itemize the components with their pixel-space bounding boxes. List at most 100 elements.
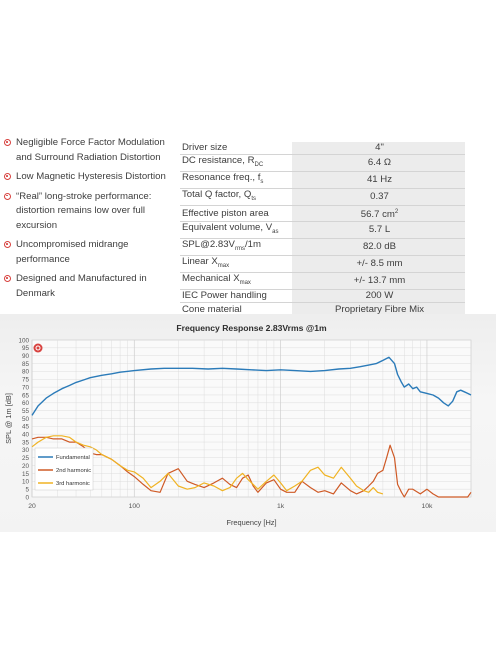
spec-row: Driver size 4"	[180, 142, 465, 156]
legend-label: 2nd harmonic	[56, 468, 91, 474]
spec-value: 5.7 L	[291, 221, 465, 240]
spec-label: Mechanical Xmax	[180, 272, 292, 290]
y-tick-label: 20	[22, 463, 30, 470]
spec-row: Effective piston area 56.7 cm2	[180, 205, 465, 223]
spec-value: 0.37	[291, 188, 465, 207]
y-tick-label: 85	[22, 361, 30, 368]
spec-row: SPL@2.83Vrms/1m 82.0 dB	[180, 238, 465, 257]
spec-label: Effective piston area	[180, 205, 292, 223]
y-tick-label: 10	[22, 479, 30, 486]
feature-list: Negligible Force Factor Modulation and S…	[4, 136, 178, 306]
spec-row: Cone material Proprietary Fibre Mix	[180, 302, 465, 317]
chart-svg: 0510152025303540455055606570758085909510…	[4, 323, 472, 527]
brand-logo-icon	[33, 343, 43, 353]
brand-logo-ring	[35, 345, 41, 351]
frequency-response-chart: 0 5 10 15 20 25 30 35 40 45 50 55 60 65 70 75 80 85 90 95 10…	[0, 314, 496, 532]
spec-label-text: Resonance freq., f	[182, 172, 261, 184]
y-tick-label: 50	[22, 416, 30, 423]
spec-row: Total Q factor, Qts 0.37	[180, 188, 465, 207]
feature-text: Uncompromised midrange performance	[16, 239, 129, 265]
feature-text: Designed and Manufactured in Denmark	[16, 273, 147, 299]
spec-label: Driver size	[180, 142, 292, 156]
y-tick-label: 95	[22, 345, 30, 352]
spec-label-subscript: max	[217, 263, 230, 270]
spec-label: IEC Power handling	[180, 289, 292, 304]
spec-row: Linear Xmax +/- 8.5 mm	[180, 255, 465, 274]
spec-value-text: Proprietary Fibre Mix	[334, 303, 425, 315]
spec-label-subscript: ts	[251, 196, 256, 203]
target-bullet-icon	[4, 241, 11, 248]
spec-row: Equivalent volume, Vas 5.7 L	[180, 221, 465, 240]
spec-label: Resonance freq., fs	[180, 171, 292, 190]
target-bullet-icon	[4, 139, 11, 146]
spec-label: Total Q factor, Qts	[180, 188, 292, 207]
spec-label-suffix: /1m	[244, 239, 261, 251]
x-tick-label: 1k	[277, 503, 285, 510]
spec-label-text: SPL@2.83V	[182, 239, 235, 251]
spec-value: 56.7 cm2	[291, 205, 465, 223]
y-tick-label: 35	[22, 439, 30, 446]
spec-value-text: +/- 8.5 mm	[356, 258, 403, 270]
spec-value-text: 41 Hz	[366, 174, 393, 186]
spec-value-text: +/- 13.7 mm	[353, 274, 406, 286]
spec-value-text: 82.0 dB	[362, 241, 397, 253]
feature-text: “Real” long-stroke performance: distorti…	[16, 190, 152, 231]
y-tick-label: 75	[22, 377, 30, 384]
spec-label: Linear Xmax	[180, 255, 292, 274]
y-tick-label: 40	[22, 432, 30, 439]
spec-label-text: Driver size	[182, 142, 228, 154]
spec-label-text: Mechanical X	[182, 273, 240, 285]
feature-item: Negligible Force Factor Modulation and S…	[4, 136, 178, 165]
spec-value-text: 56.7 cm	[360, 209, 395, 221]
feature-text: Negligible Force Factor Modulation and S…	[16, 137, 165, 163]
x-tick-label: 20	[28, 503, 36, 510]
x-axis-label: Frequency [Hz]	[226, 518, 276, 527]
feature-item: Designed and Manufactured in Denmark	[4, 272, 178, 301]
spec-row: Resonance freq., fs 41 Hz	[180, 171, 465, 190]
spec-label-subscript: max	[239, 279, 251, 286]
spec-row: DC resistance, RDC 6.4 Ω	[180, 154, 465, 173]
y-tick-label: 15	[22, 471, 30, 478]
spec-label-subscript: DC	[254, 162, 264, 169]
y-tick-label: 0	[25, 494, 29, 501]
spec-value-text: 4"	[375, 142, 384, 154]
spec-label: Equivalent volume, Vas	[180, 221, 292, 240]
y-tick-label: 65	[22, 392, 30, 399]
y-tick-label: 100	[18, 337, 29, 344]
feature-item: Uncompromised midrange performance	[4, 238, 178, 267]
target-bullet-icon	[4, 173, 11, 180]
legend-label: 3rd harmonic	[56, 481, 90, 487]
spec-row: Mechanical Xmax +/- 13.7 mm	[180, 272, 465, 290]
spec-row: IEC Power handling 200 W	[180, 289, 465, 304]
spec-value: +/- 13.7 mm	[291, 272, 465, 290]
chart-title: Frequency Response 2.83Vrms @1m	[176, 323, 327, 333]
legend-label: Fundamental	[56, 455, 90, 461]
y-tick-label: 90	[22, 353, 30, 360]
y-tick-label: 80	[22, 369, 30, 376]
spec-value-text: 0.37	[370, 191, 389, 203]
y-tick-label: 5	[25, 486, 29, 493]
spec-label-text: DC resistance, R	[182, 155, 255, 167]
spec-value: 41 Hz	[291, 171, 465, 190]
target-bullet-icon	[4, 275, 11, 282]
spec-label-text: Effective piston area	[182, 207, 269, 219]
spec-label-subscript: rms	[234, 246, 245, 253]
spec-label-subscript: as	[272, 229, 279, 236]
feature-item: “Real” long-stroke performance: distorti…	[4, 190, 178, 234]
spec-value: 4"	[291, 142, 465, 156]
spec-label-text: Equivalent volume, V	[182, 222, 273, 234]
spec-value-text: 5.7 L	[368, 224, 391, 236]
spec-label: SPL@2.83Vrms/1m	[180, 238, 292, 257]
y-tick-label: 55	[22, 408, 30, 415]
spec-value: 200 W	[291, 289, 465, 304]
series-line-fundamental	[31, 356, 472, 416]
feature-text: Low Magnetic Hysteresis Distortion	[16, 171, 166, 182]
spec-value-superscript: 2	[394, 209, 399, 216]
spec-value: 82.0 dB	[291, 238, 465, 257]
spec-table: Driver size 4" DC resistance, RDC 6.4 Ω Reso…	[180, 142, 465, 317]
y-tick-label: 45	[22, 424, 30, 431]
y-tick-label: 60	[22, 400, 30, 407]
spec-label-text: Cone material	[182, 303, 242, 315]
y-axis-label: SPL @ 1m [dB]	[4, 393, 13, 444]
x-tick-label: 100	[129, 503, 141, 510]
